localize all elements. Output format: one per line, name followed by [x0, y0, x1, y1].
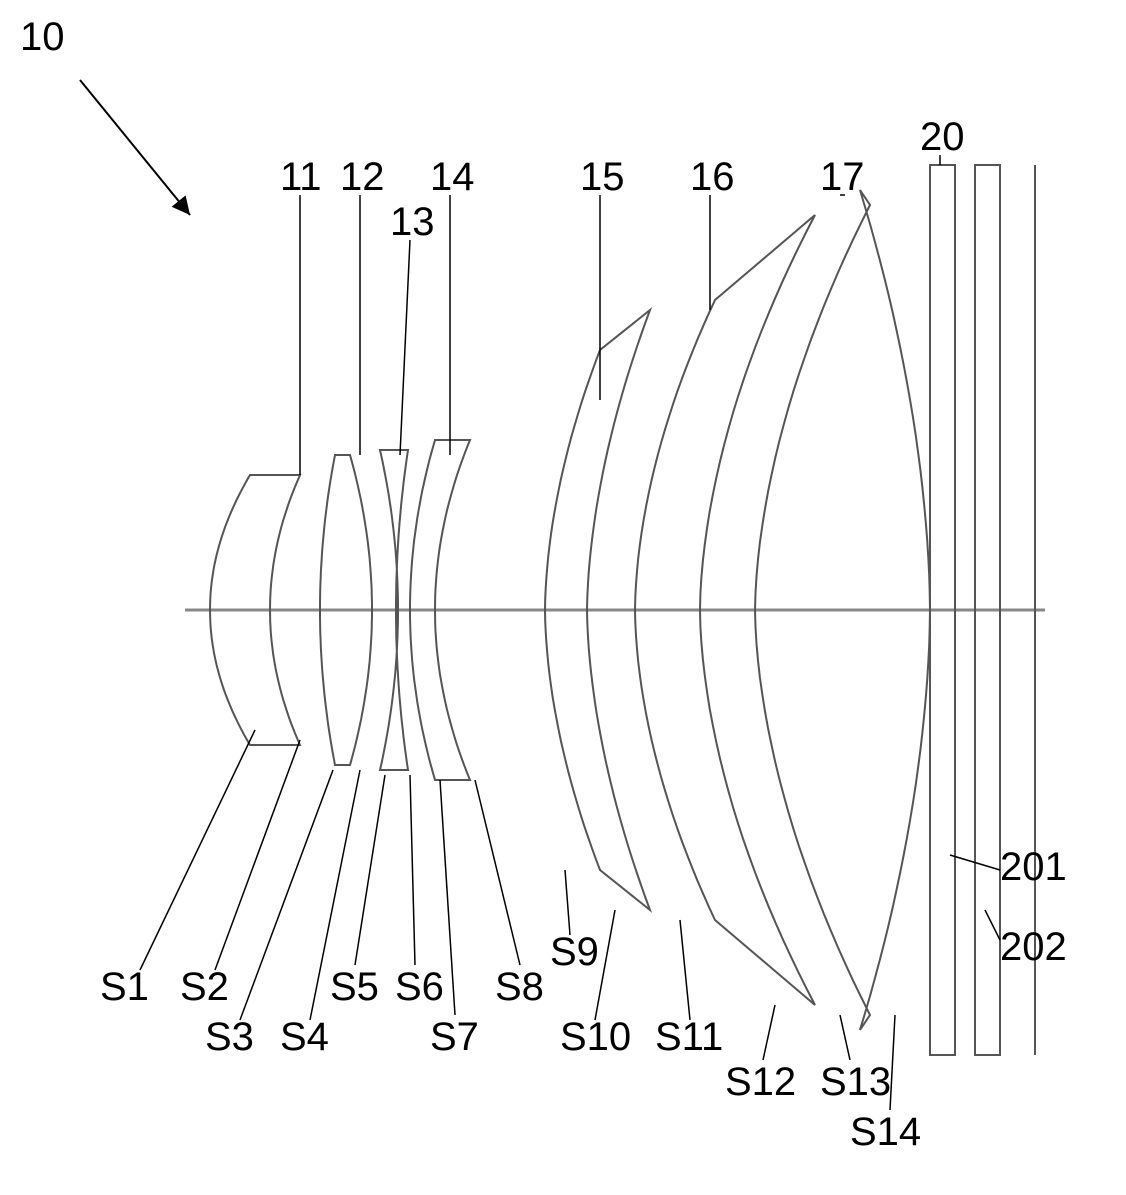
system-label-10: 10 [20, 15, 65, 60]
top-label-15: 15 [580, 155, 625, 200]
surface-label-S13: S13 [820, 1060, 891, 1105]
top-label-16: 16 [690, 155, 735, 200]
surface-label-S5: S5 [330, 965, 379, 1010]
surface-label-S2: S2 [180, 965, 229, 1010]
surface-label-S9: S9 [550, 930, 599, 975]
surface-label-S14: S14 [850, 1110, 921, 1155]
surface-label-S7: S7 [430, 1015, 479, 1060]
surface-label-S12: S12 [725, 1060, 796, 1105]
top-label-14: 14 [430, 155, 475, 200]
surface-label-S4: S4 [280, 1015, 329, 1060]
surface-label-S1: S1 [100, 965, 149, 1010]
right-label-202: 202 [1000, 925, 1067, 970]
surface-label-S3: S3 [205, 1015, 254, 1060]
right-label-201: 201 [1000, 845, 1067, 890]
top-label-11: 11 [280, 155, 322, 200]
surface-label-S8: S8 [495, 965, 544, 1010]
top-label-20: 20 [920, 115, 965, 160]
surface-label-S11: S11 [655, 1015, 723, 1060]
surface-label-S6: S6 [395, 965, 444, 1010]
top-label-12: 12 [340, 155, 385, 200]
top-label-13: 13 [390, 200, 435, 245]
surface-label-S10: S10 [560, 1015, 631, 1060]
top-label-17: 17 [820, 155, 865, 200]
